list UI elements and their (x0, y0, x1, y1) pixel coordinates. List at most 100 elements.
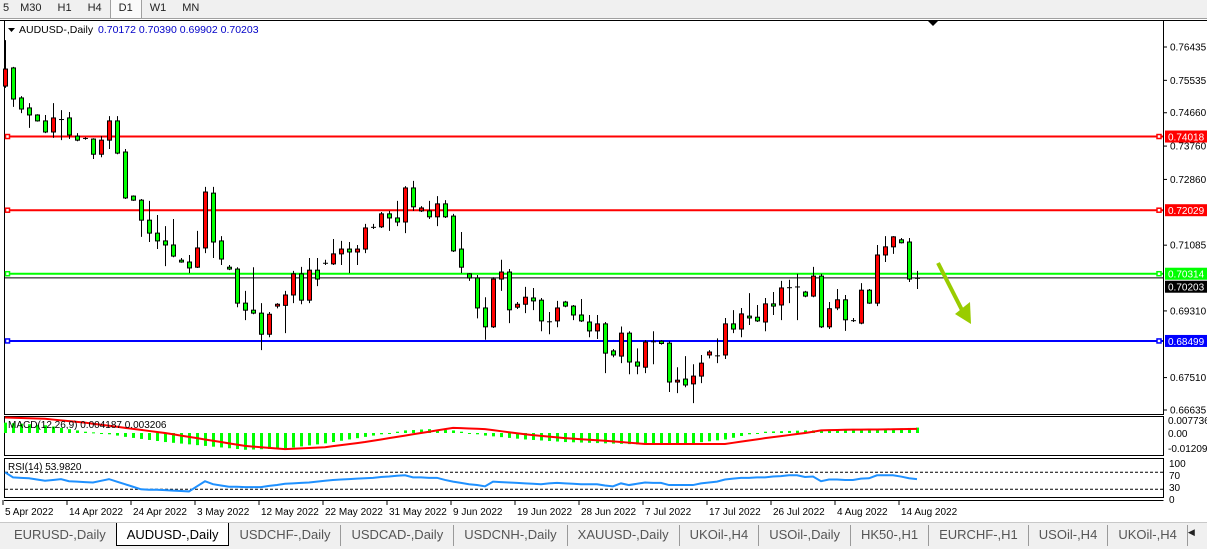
candle (595, 314, 600, 340)
rsi-panel-frame (4, 458, 1164, 498)
candle (819, 273, 824, 328)
macd-histogram-bar (916, 427, 919, 433)
macd-histogram-bar (732, 433, 735, 438)
macd-histogram-bar (356, 433, 359, 439)
macd-histogram-bar (908, 427, 911, 433)
candle (427, 200, 432, 220)
chart-tab[interactable]: UKOil-,H4 (1108, 525, 1188, 546)
candle-body (499, 271, 504, 280)
horizontal-levels[interactable] (4, 133, 1163, 344)
candle-body (827, 308, 832, 328)
date-label: 24 Apr 2022 (133, 507, 187, 518)
line-anchor-handle[interactable] (1156, 338, 1162, 344)
macd-histogram-bar (508, 433, 511, 438)
line-anchor-handle[interactable] (1156, 133, 1162, 140)
line-anchor-handle[interactable] (4, 207, 11, 213)
price-tick-label: 0.69310 (1170, 306, 1207, 317)
macd-histogram-bar (796, 430, 799, 433)
candle-body (155, 232, 160, 242)
candle (491, 277, 496, 328)
rsi-axis-label: 0 (1169, 495, 1175, 506)
scroll-left-icon[interactable]: ◀ (1187, 527, 1195, 537)
chart-shift-marker-icon[interactable] (928, 21, 938, 26)
macd-histogram-bar (468, 433, 471, 434)
candle-body (483, 307, 488, 328)
candle-body (67, 117, 72, 136)
candle-body (867, 289, 872, 304)
chart-tab[interactable]: UKOil-,H4 (680, 525, 760, 546)
price-axis: 0.76435 0.75535 0.74660 0.73760 0.72860 0.710… (1163, 43, 1207, 506)
candle-body (571, 305, 576, 316)
candle (483, 297, 488, 340)
line-anchor-handle[interactable] (4, 338, 11, 344)
line-anchor-handle[interactable] (4, 133, 11, 140)
candle-body (379, 213, 384, 228)
candle (627, 331, 632, 375)
chart-tab[interactable]: USOil-,Daily (759, 525, 851, 546)
price-tick-label: 0.76435 (1170, 43, 1207, 54)
macd-histogram-bar (188, 433, 191, 445)
candle-body (699, 362, 704, 377)
candle-body (267, 313, 272, 335)
candle-body (251, 309, 256, 314)
macd-histogram-bar (748, 433, 751, 435)
macd-histogram-bar (92, 432, 95, 434)
candle (19, 96, 24, 114)
chart-menu-triangle-icon[interactable] (8, 28, 15, 32)
macd-histogram-bar (156, 433, 159, 442)
macd-histogram-bar (788, 430, 791, 433)
candle-body (635, 361, 640, 367)
line-anchor-handle[interactable] (1156, 207, 1162, 213)
tab-scroll-buttons: ◀▶ (1188, 523, 1207, 538)
macd-histogram-bar (612, 433, 615, 444)
macd-histogram-bar (588, 433, 591, 443)
macd-histogram-bar (884, 429, 887, 433)
date-label: 28 Jun 2022 (581, 507, 636, 518)
candle-body (779, 287, 784, 306)
macd-histogram-bar (12, 423, 15, 433)
line-anchor-handle[interactable] (1156, 270, 1162, 277)
chart-tab[interactable]: EURUSD-,Daily (14, 527, 106, 542)
timeframe-w1[interactable]: W1 (149, 2, 167, 14)
chart-tab[interactable]: AUDUSD-,Daily (115, 523, 230, 546)
candle-body (819, 275, 824, 328)
timeframe-d1[interactable]: D1 (109, 0, 142, 18)
candle-body (843, 299, 848, 321)
macd-histogram-bar (284, 433, 287, 449)
candle-body (275, 303, 280, 307)
date-label: 19 Jun 2022 (517, 507, 572, 518)
chart-canvas[interactable]: 0.76435 0.75535 0.74660 0.73760 0.72860 0.710… (0, 0, 1207, 522)
chart-tab[interactable]: USOil-,H4 (1029, 525, 1109, 546)
candle (451, 213, 456, 253)
candle-body (659, 340, 664, 345)
timeframe-m30[interactable]: M30 (20, 2, 42, 14)
chart-tab[interactable]: USDCHF-,Daily (229, 525, 342, 546)
candle (651, 331, 656, 365)
candle (907, 237, 912, 283)
macd-histogram-bar (660, 433, 663, 445)
chart-tab[interactable]: HK50-,H1 (851, 525, 930, 546)
price-tick-label: 0.75535 (1170, 76, 1207, 87)
candle (667, 341, 672, 393)
timeframe-h4[interactable]: H4 (87, 2, 102, 14)
chart-tab[interactable]: USDCNH-,Daily (454, 525, 568, 546)
date-label: 17 Jul 2022 (709, 507, 761, 518)
chart-tab[interactable]: USDCAD-,Daily (341, 525, 455, 546)
candle (643, 340, 648, 374)
candle-body (579, 314, 584, 322)
macd-histogram-bar (396, 431, 399, 433)
candle-body (747, 315, 752, 319)
timeframe-5[interactable]: 5 (3, 2, 10, 14)
timeframe-mn[interactable]: MN (182, 2, 200, 14)
chart-tab[interactable]: XAUUSD-,Daily (568, 525, 680, 546)
timeframe-h1[interactable]: H1 (57, 2, 72, 14)
candle (235, 267, 240, 308)
candle (331, 239, 336, 265)
macd-histogram-bar (836, 430, 839, 433)
line-anchor-handle[interactable] (4, 270, 11, 277)
candle-body (691, 375, 696, 385)
macd-histogram-bar (852, 430, 855, 433)
chart-tab[interactable]: EURCHF-,H1 (929, 525, 1029, 546)
candle (99, 136, 104, 158)
candle (547, 312, 552, 335)
